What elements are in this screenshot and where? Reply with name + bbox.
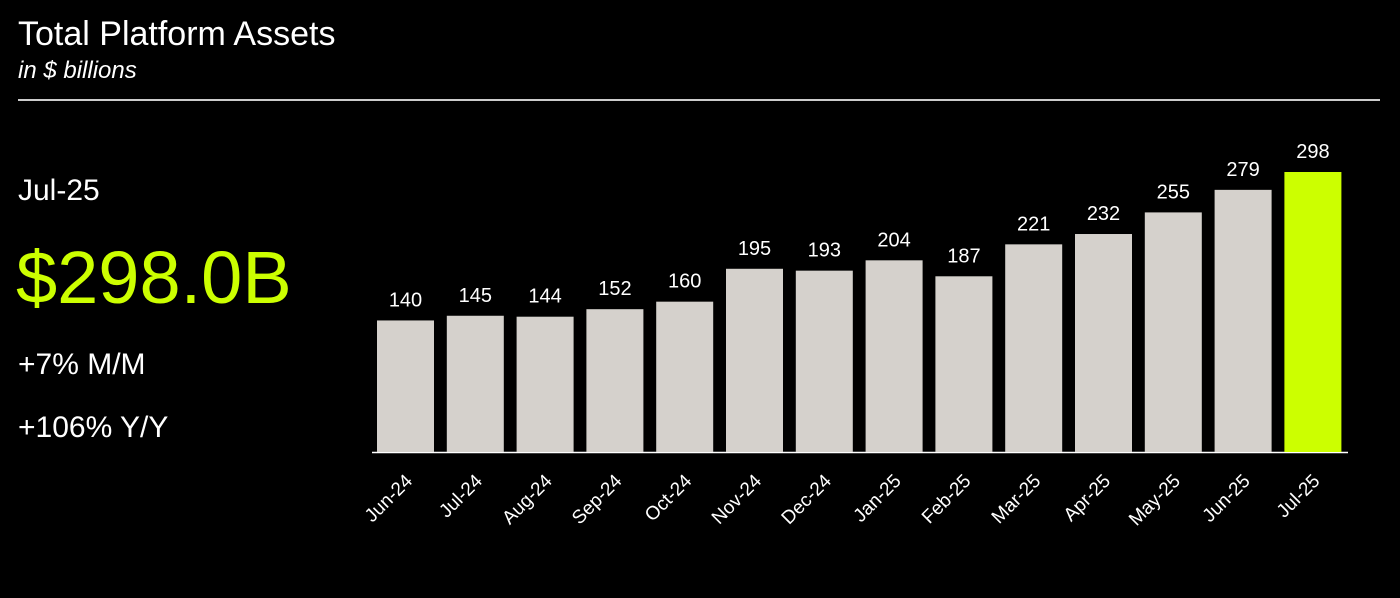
chart-subtitle: in $ billions bbox=[18, 57, 137, 84]
bar bbox=[516, 316, 574, 452]
bar bbox=[1075, 234, 1132, 452]
bar bbox=[1005, 244, 1063, 452]
value-label: 152 bbox=[598, 278, 631, 300]
summary-value: $298.0B bbox=[16, 236, 292, 319]
bar bbox=[1144, 212, 1202, 452]
bar bbox=[795, 270, 853, 452]
bar bbox=[656, 301, 714, 452]
value-label: 193 bbox=[808, 240, 841, 262]
value-label: 144 bbox=[528, 286, 561, 308]
bar bbox=[726, 268, 783, 452]
value-label: 279 bbox=[1226, 159, 1259, 181]
value-label: 140 bbox=[389, 289, 422, 311]
value-label: 145 bbox=[459, 285, 492, 307]
value-label: 221 bbox=[1017, 213, 1050, 235]
bar bbox=[865, 260, 923, 452]
bar bbox=[1284, 172, 1342, 452]
summary-period: Jul-25 bbox=[18, 174, 100, 207]
value-label: 232 bbox=[1087, 203, 1120, 225]
summary-month-change: +7% M/M bbox=[18, 348, 146, 381]
value-label: 195 bbox=[738, 238, 771, 260]
value-label: 255 bbox=[1157, 181, 1190, 203]
bar bbox=[377, 320, 434, 452]
bar bbox=[1214, 189, 1272, 452]
value-label: 160 bbox=[668, 271, 701, 293]
summary-year-change: +106% Y/Y bbox=[18, 411, 168, 444]
bar bbox=[586, 309, 644, 452]
bar bbox=[935, 276, 993, 452]
bar bbox=[446, 315, 504, 452]
value-label: 204 bbox=[877, 229, 910, 251]
chart-title: Total Platform Assets bbox=[18, 15, 335, 53]
value-label: 298 bbox=[1296, 141, 1329, 163]
value-label: 187 bbox=[947, 245, 980, 267]
